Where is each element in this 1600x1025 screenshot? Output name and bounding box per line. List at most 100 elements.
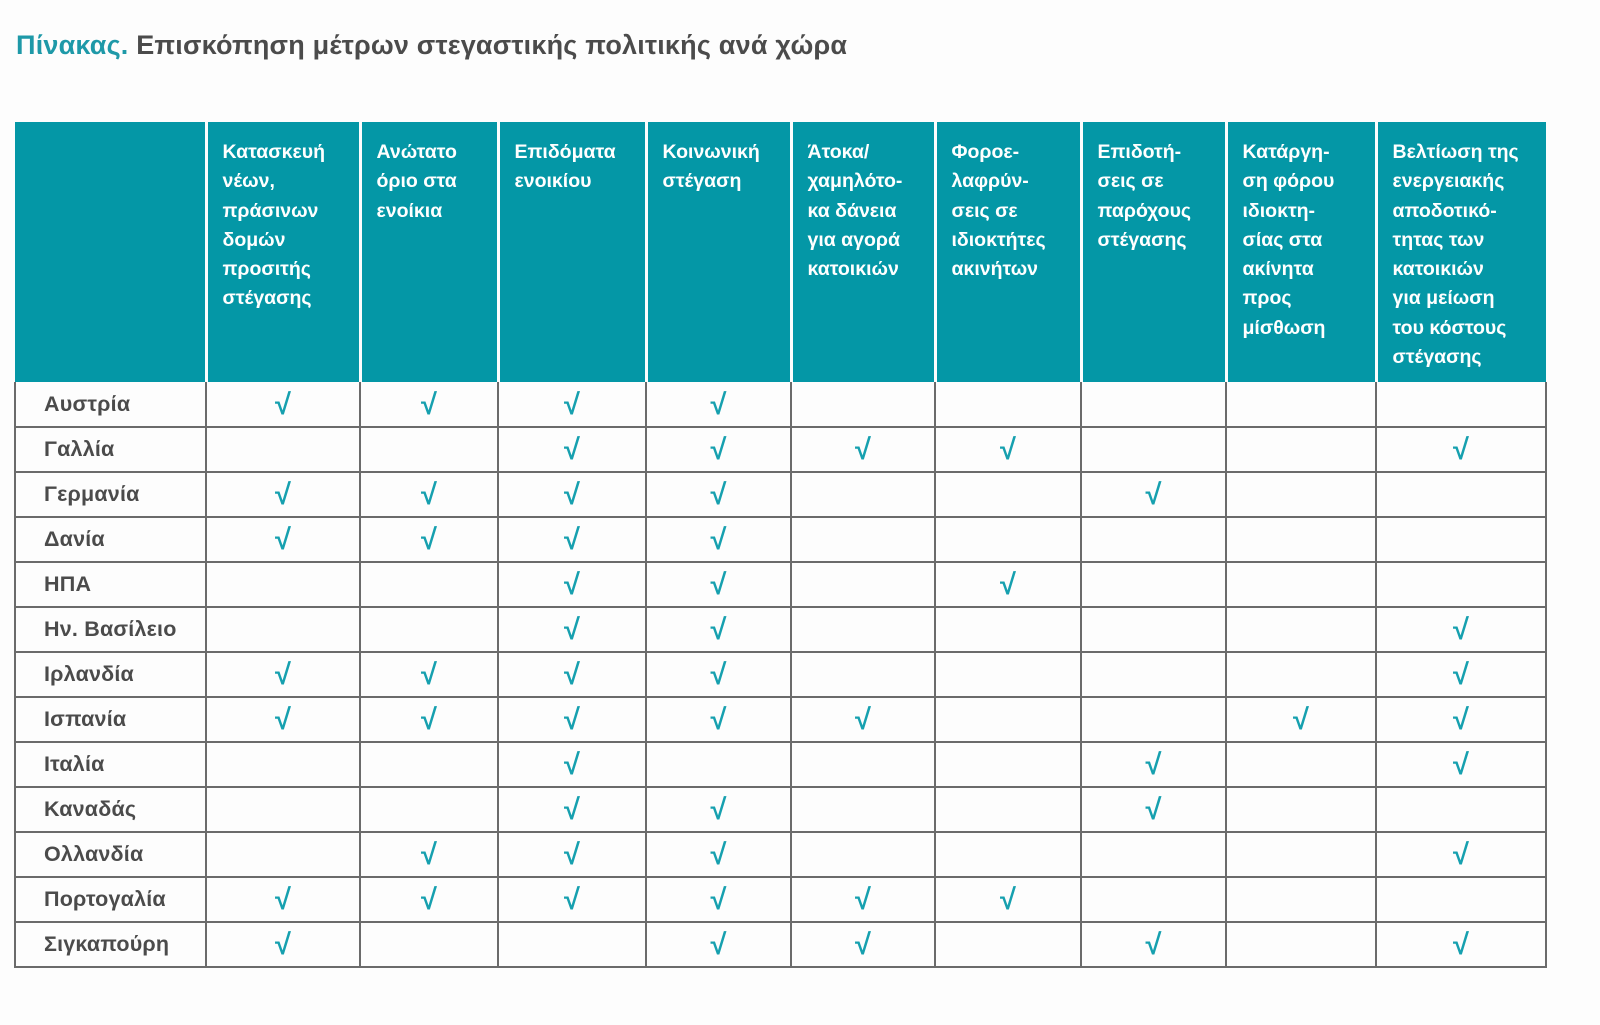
country-cell: ΗΠΑ [14, 561, 207, 608]
check-cell: √ [645, 651, 792, 698]
empty-cell [359, 606, 499, 653]
checkmark-icon: √ [855, 884, 871, 916]
check-cell: √ [1080, 471, 1227, 518]
country-cell: Ιταλία [14, 741, 207, 788]
country-cell: Σιγκαπούρη [14, 921, 207, 968]
column-header-9: Βελτίωση της ενεργειακής αποδοτικό- τητα… [1374, 122, 1546, 382]
checkmark-icon: √ [564, 434, 580, 466]
check-cell: √ [790, 426, 936, 473]
checkmark-icon: √ [1145, 749, 1162, 781]
check-cell: √ [497, 831, 647, 878]
column-header-7: Επιδοτή- σεις σε παρόχους στέγασης [1079, 122, 1226, 382]
empty-cell [1080, 831, 1227, 878]
check-cell: √ [359, 876, 499, 923]
empty-cell [1375, 382, 1547, 428]
country-cell: Ην. Βασίλειο [14, 606, 207, 653]
check-cell: √ [790, 696, 936, 743]
check-cell: √ [645, 786, 792, 833]
check-cell: √ [1080, 921, 1227, 968]
check-cell: √ [497, 696, 647, 743]
check-cell: √ [497, 651, 647, 698]
country-cell: Αυστρία [14, 382, 207, 428]
checkmark-icon: √ [1453, 749, 1469, 781]
checkmark-icon: √ [710, 884, 727, 916]
checkmark-icon: √ [564, 839, 580, 871]
check-cell: √ [497, 426, 647, 473]
empty-cell [934, 831, 1082, 878]
header-row: Κατασκευή νέων, πράσινων δομών προσιτής … [15, 122, 1546, 382]
table-row: Γαλλία √ √ √ √ √ [14, 426, 1547, 473]
check-cell: √ [790, 921, 936, 968]
empty-cell [790, 516, 936, 563]
check-cell: √ [1080, 786, 1227, 833]
checkmark-icon: √ [710, 614, 727, 646]
checkmark-icon: √ [564, 524, 580, 556]
column-header-8: Κατάργη- ση φόρου ιδιοκτη- σίας στα ακίν… [1224, 122, 1376, 382]
table-row: Ιταλία √ √ √ [14, 741, 1547, 788]
checkmark-icon: √ [710, 434, 727, 466]
empty-cell [790, 382, 936, 428]
checkmark-icon: √ [1000, 884, 1016, 916]
empty-cell [1375, 471, 1547, 518]
policy-table: Κατασκευή νέων, πράσινων δομών προσιτής … [14, 122, 1547, 968]
check-cell: √ [1375, 921, 1547, 968]
table-row: Σιγκαπούρη √ √ √ √ √ [14, 921, 1547, 968]
empty-cell [1225, 606, 1377, 653]
table-row: ΗΠΑ √ √ √ [14, 561, 1547, 608]
table-row: Ιρλανδία √ √ √ √ √ [14, 651, 1547, 698]
check-cell: √ [645, 471, 792, 518]
empty-cell [359, 561, 499, 608]
check-cell: √ [645, 831, 792, 878]
empty-cell [1375, 516, 1547, 563]
check-cell: √ [1375, 831, 1547, 878]
checkmark-icon: √ [421, 659, 437, 691]
check-cell: √ [497, 471, 647, 518]
empty-cell [359, 786, 499, 833]
checkmark-icon: √ [275, 659, 291, 691]
empty-cell [934, 606, 1082, 653]
check-cell: √ [497, 382, 647, 428]
empty-cell [645, 741, 792, 788]
empty-cell [1375, 561, 1547, 608]
empty-cell [1225, 876, 1377, 923]
check-cell: √ [1375, 741, 1547, 788]
table-header: Κατασκευή νέων, πράσινων δομών προσιτής … [15, 122, 1546, 382]
empty-cell [790, 651, 936, 698]
check-cell: √ [359, 516, 499, 563]
checkmark-icon: √ [710, 479, 727, 511]
checkmark-icon: √ [855, 929, 871, 961]
check-cell: √ [359, 831, 499, 878]
empty-cell [1375, 876, 1547, 923]
country-cell: Καναδάς [14, 786, 207, 833]
check-cell: √ [934, 561, 1082, 608]
checkmark-icon: √ [421, 479, 437, 511]
check-cell: √ [497, 741, 647, 788]
check-cell: √ [645, 382, 792, 428]
check-cell: √ [359, 471, 499, 518]
empty-cell [934, 786, 1082, 833]
checkmark-icon: √ [564, 388, 580, 421]
empty-cell [205, 606, 361, 653]
check-cell: √ [645, 876, 792, 923]
column-header-5: Άτοκα/ χαμηλότο- κα δάνεια για αγορά κατ… [789, 122, 935, 382]
corner-cell [15, 122, 206, 382]
checkmark-icon: √ [421, 388, 437, 421]
check-cell: √ [645, 516, 792, 563]
check-cell: √ [205, 696, 361, 743]
table-row: Γερμανία √ √ √ √ √ [14, 471, 1547, 518]
empty-cell [205, 561, 361, 608]
checkmark-icon: √ [1145, 929, 1162, 961]
check-cell: √ [1225, 696, 1377, 743]
checkmark-icon: √ [1453, 434, 1469, 466]
column-header-2: Ανώτατο όριο στα ενοίκια [358, 122, 498, 382]
empty-cell [1225, 471, 1377, 518]
empty-cell [790, 561, 936, 608]
checkmark-icon: √ [275, 884, 291, 916]
check-cell: √ [359, 382, 499, 428]
empty-cell [1080, 606, 1227, 653]
checkmark-icon: √ [1453, 704, 1469, 736]
empty-cell [934, 382, 1082, 428]
check-cell: √ [205, 876, 361, 923]
checkmark-icon: √ [564, 794, 580, 826]
empty-cell [1080, 516, 1227, 563]
